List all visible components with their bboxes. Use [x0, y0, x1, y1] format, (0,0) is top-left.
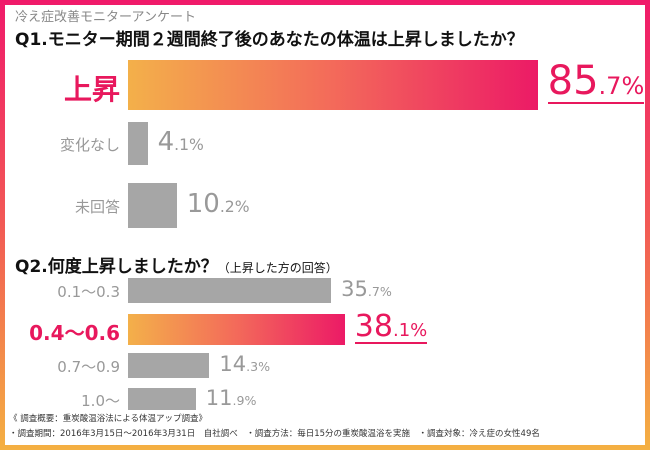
category-label: 0.1～0.3	[57, 283, 120, 302]
infographic-panel: 冷え症改善モニターアンケート Q1.モニター期間２週間終了後のあなたの体温は上昇…	[5, 5, 645, 445]
category-label: 0.4～0.6	[29, 321, 120, 346]
q1-title: Q1.モニター期間２週間終了後のあなたの体温は上昇しましたか？	[15, 30, 524, 50]
category-label: 1.0～	[81, 391, 120, 410]
category-label: 未回答	[74, 198, 120, 217]
value-label: 10.2%	[186, 189, 250, 220]
category-label: 0.7～0.9	[57, 358, 120, 377]
q2-title: Q2.何度上昇しましたか？（上昇した方の回答）	[15, 252, 338, 277]
bar	[128, 278, 332, 303]
value-label: 35.7%	[341, 277, 392, 302]
value-label: 11.9%	[205, 385, 257, 410]
footer-summary: 《 調査概要：重炭酸温浴法による体温アップ調査》	[9, 414, 207, 424]
q2-title-text: Q2.何度上昇しましたか？	[15, 257, 218, 277]
value-label: 14.3%	[219, 352, 271, 377]
value-label: 4.1%	[157, 127, 204, 158]
bar	[128, 388, 196, 410]
category-label: 変化なし	[59, 136, 120, 155]
bar	[128, 122, 148, 165]
category-label: 上昇	[63, 72, 120, 106]
bar	[128, 314, 345, 345]
q2-subtitle: （上昇した方の回答）	[217, 261, 338, 275]
bar	[128, 183, 177, 228]
value-label: 38.1%	[354, 308, 428, 345]
survey-title: 冷え症改善モニターアンケート	[15, 10, 196, 25]
value-label: 85.7%	[547, 58, 645, 105]
bar	[128, 353, 210, 378]
footer-details: ・調査期間：2016年3月15日～2016年3月31日 自社調べ ・調査方法：毎…	[9, 429, 540, 439]
bar	[128, 60, 538, 110]
